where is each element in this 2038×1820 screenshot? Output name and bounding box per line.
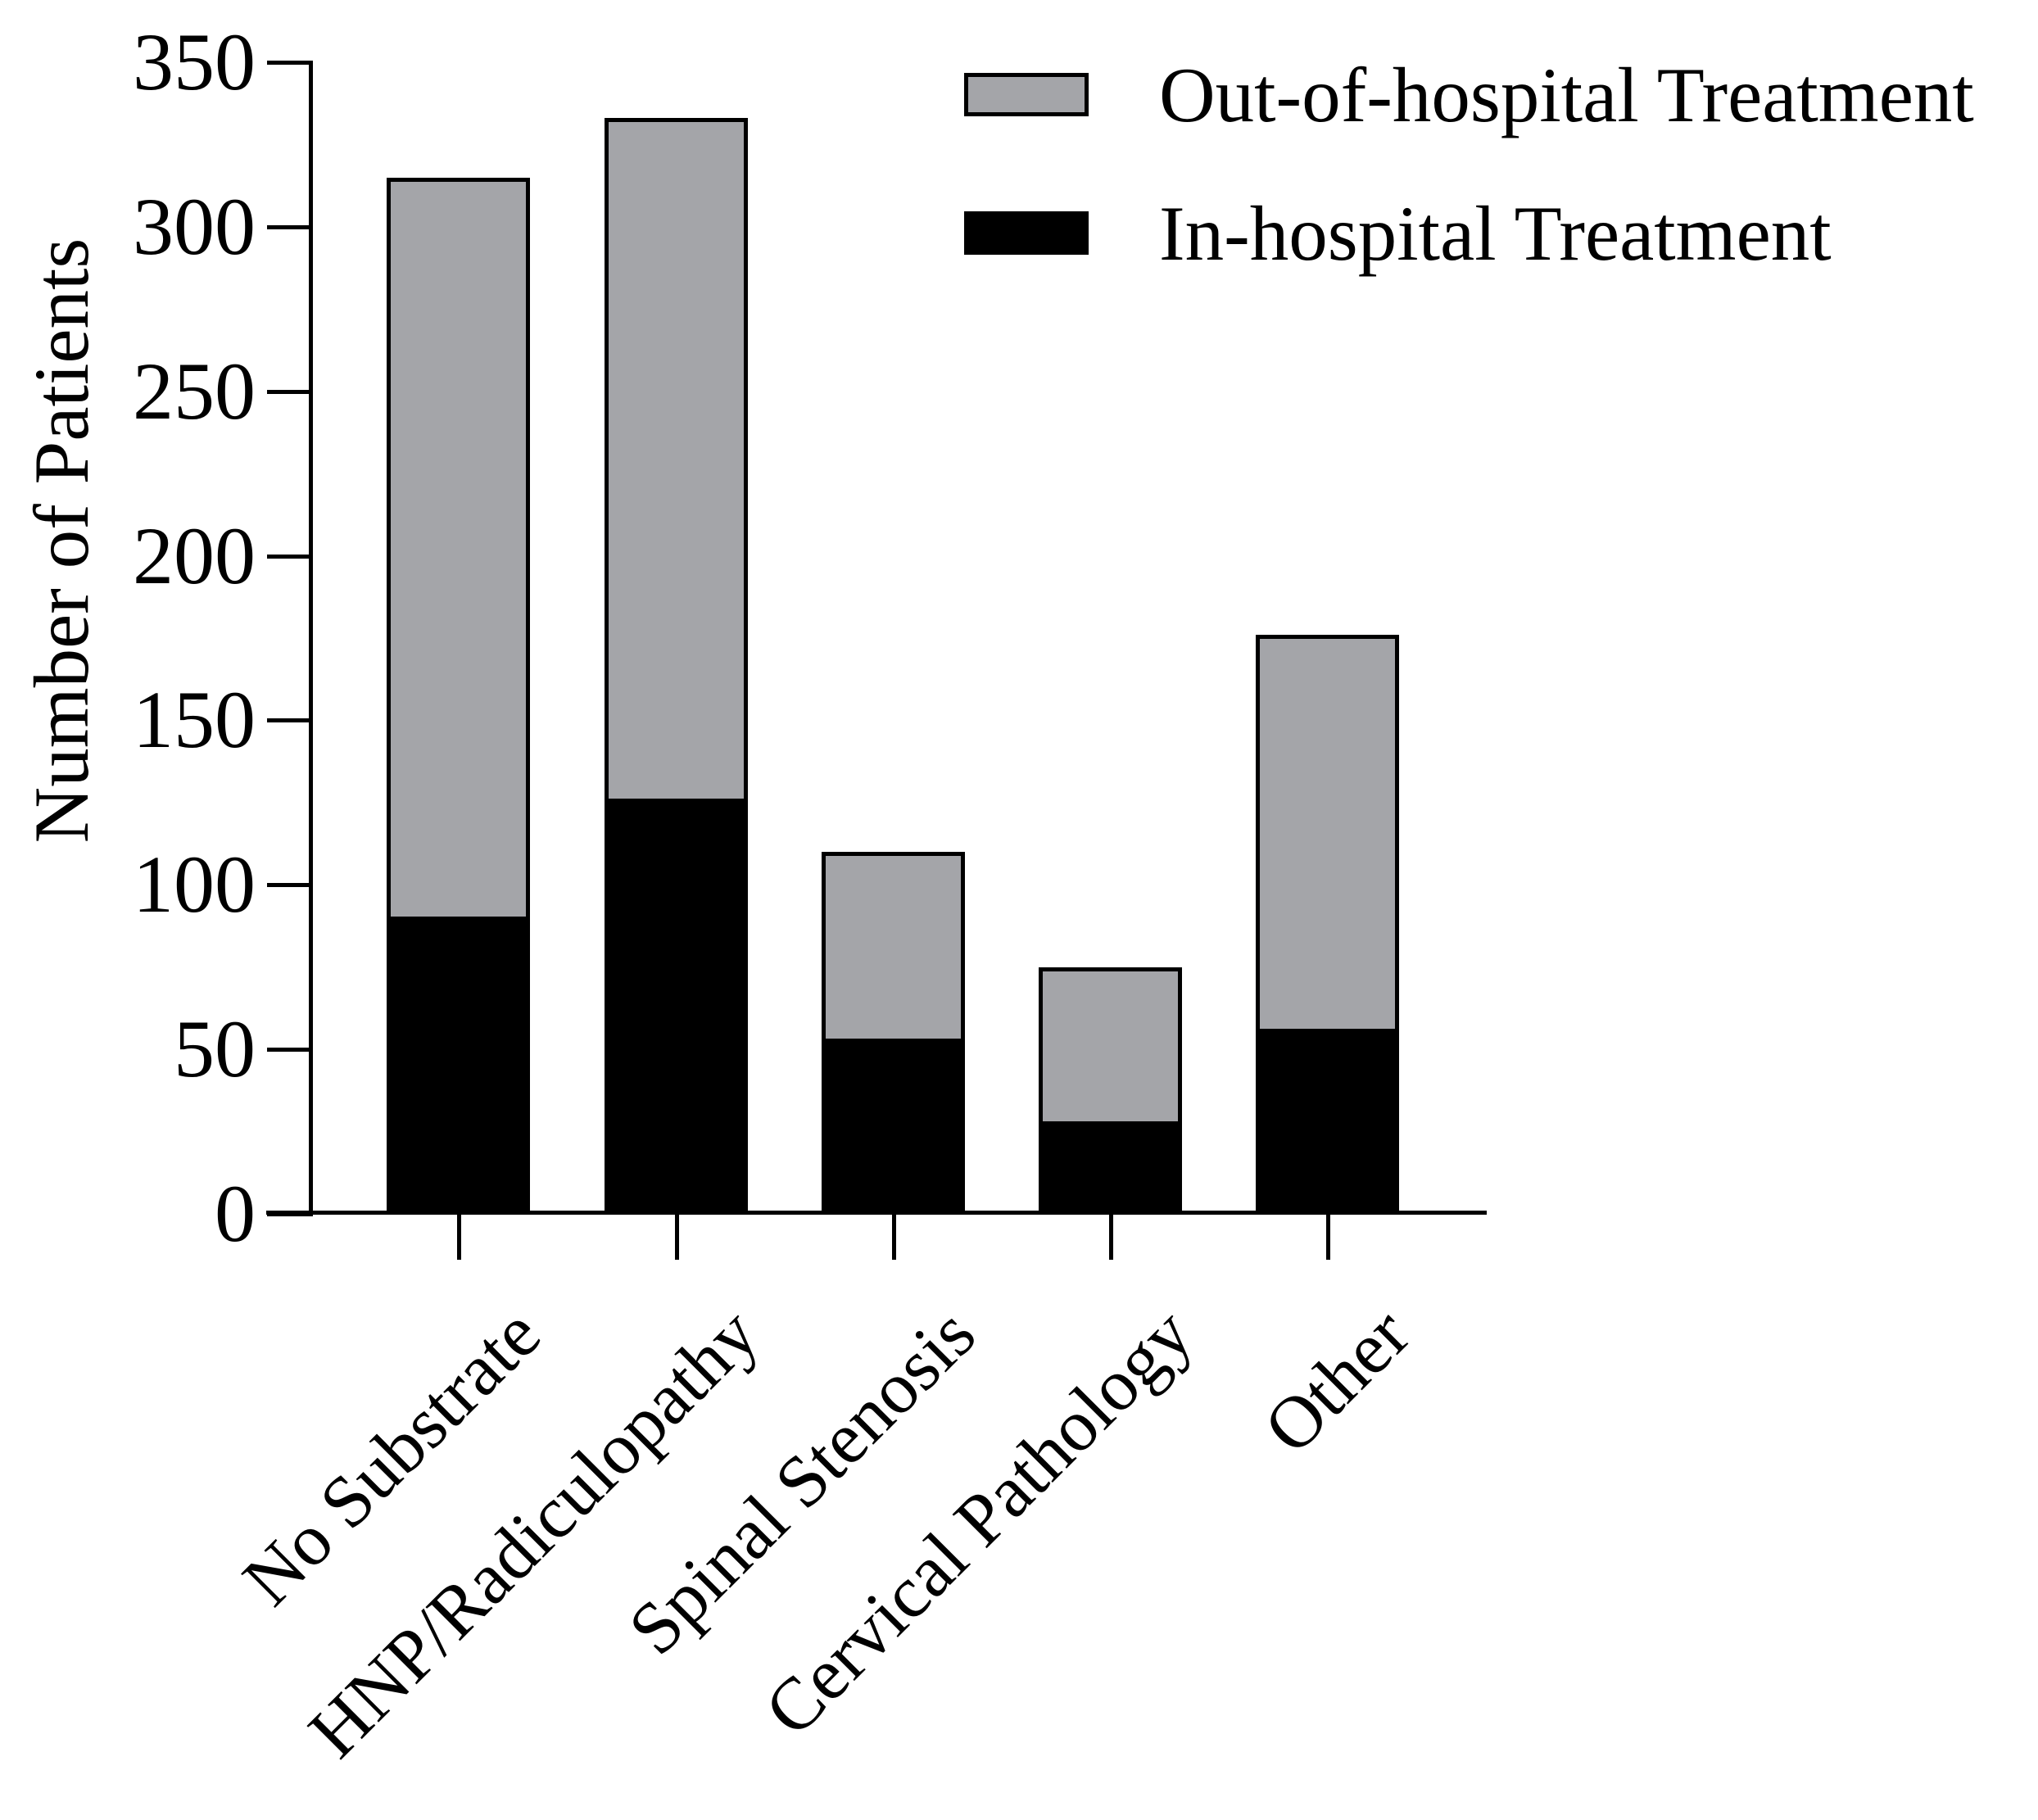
bar-segment-out-of-hospital	[605, 118, 748, 803]
bar-segment-in-hospital	[1039, 1125, 1182, 1214]
y-tick	[267, 1048, 313, 1053]
bar-segment-in-hospital	[387, 921, 530, 1214]
bar-segment-out-of-hospital	[1039, 967, 1182, 1125]
y-tick-label: 50	[174, 1003, 256, 1095]
bar-segment-out-of-hospital	[822, 852, 965, 1044]
y-tick-label: 100	[133, 839, 256, 930]
y-tick	[267, 718, 313, 723]
bar-segment-out-of-hospital	[1256, 635, 1399, 1034]
y-axis-line	[309, 61, 313, 1216]
y-tick-label: 350	[133, 16, 256, 108]
legend-label: In-hospital Treatment	[1159, 189, 1832, 277]
x-tick	[456, 1215, 461, 1260]
legend-swatch-in-hospital	[964, 211, 1089, 255]
y-tick	[267, 389, 313, 394]
y-tick-label: 150	[133, 674, 256, 766]
y-tick	[267, 61, 313, 66]
bar-segment-in-hospital	[1256, 1033, 1399, 1214]
y-tick-label: 0	[215, 1168, 256, 1259]
bar-segment-out-of-hospital	[387, 177, 530, 921]
y-tick	[267, 224, 313, 229]
y-tick	[267, 883, 313, 888]
x-tick	[674, 1215, 679, 1260]
x-tick	[891, 1215, 896, 1260]
y-tick	[267, 554, 313, 559]
y-tick-label: 300	[133, 180, 256, 272]
y-tick-label: 200	[133, 509, 256, 601]
y-tick-label: 250	[133, 345, 256, 437]
legend-swatch-out-of-hospital	[964, 73, 1089, 116]
bar-segment-in-hospital	[822, 1043, 965, 1214]
x-tick	[1325, 1215, 1330, 1260]
legend-label: Out-of-hospital Treatment	[1159, 51, 1974, 138]
x-tick	[1108, 1215, 1113, 1260]
bar-segment-in-hospital	[605, 802, 748, 1214]
